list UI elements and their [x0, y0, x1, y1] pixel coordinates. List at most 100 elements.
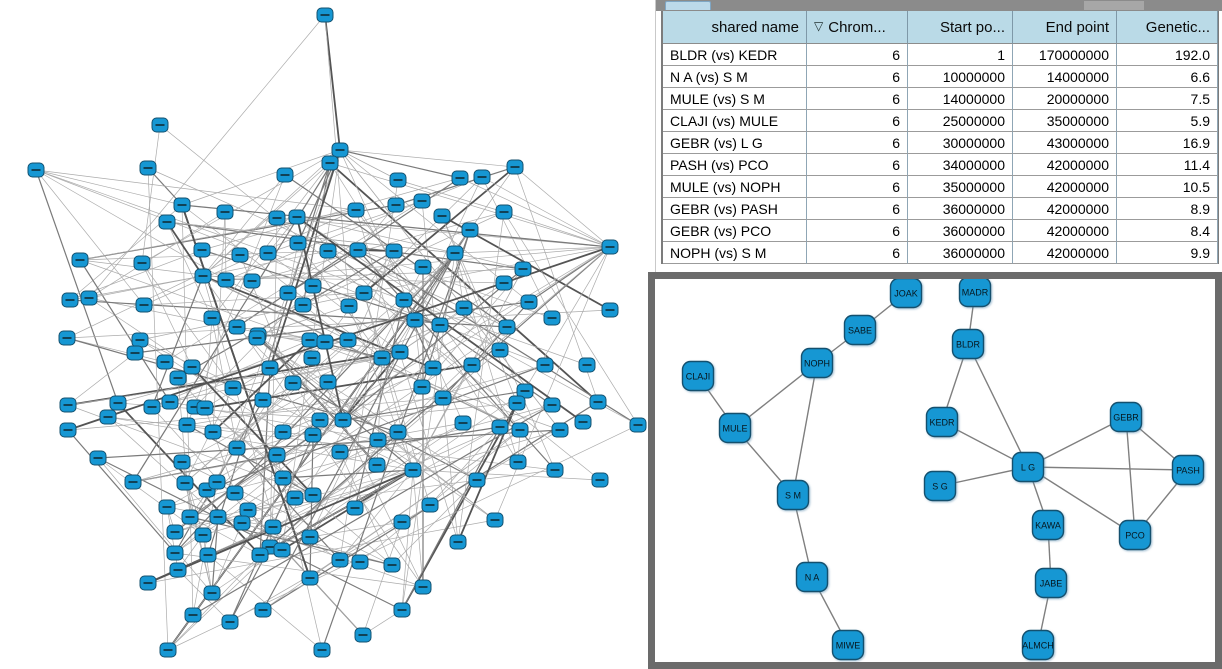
network-node-11[interactable]: [173, 197, 191, 213]
filter-icon[interactable]: ▽: [814, 19, 824, 33]
network-node-98[interactable]: [268, 447, 286, 463]
network-node-84[interactable]: [311, 412, 329, 428]
network-node-114[interactable]: [393, 514, 411, 530]
network-node-103[interactable]: [124, 474, 142, 490]
table-row[interactable]: CLAJI (vs) MULE 6 25000000 35000000 5.9: [663, 110, 1218, 132]
network-node-7[interactable]: [389, 172, 407, 188]
network-node-63[interactable]: [126, 345, 144, 361]
network-node-93[interactable]: [178, 417, 196, 433]
network-node-131[interactable]: [301, 570, 319, 586]
network-node-94[interactable]: [204, 424, 222, 440]
network-node-157[interactable]: [543, 397, 561, 413]
network-node-129[interactable]: [169, 562, 187, 578]
network-node-15[interactable]: [288, 209, 306, 225]
node-ALMCH[interactable]: ALMCH: [1021, 629, 1055, 661]
network-node-153[interactable]: [498, 319, 516, 335]
network-node-4[interactable]: [331, 142, 349, 158]
network-node-133[interactable]: [139, 575, 157, 591]
node-MADR[interactable]: MADR: [958, 279, 992, 308]
network-node-137[interactable]: [254, 602, 272, 618]
network-node-89[interactable]: [389, 424, 407, 440]
network-node-158[interactable]: [589, 394, 607, 410]
network-node-99[interactable]: [331, 444, 349, 460]
column-header-genetic[interactable]: Genetic...: [1117, 11, 1218, 44]
node-KAWA[interactable]: KAWA: [1031, 509, 1065, 541]
network-node-64[interactable]: [156, 354, 174, 370]
network-node-13[interactable]: [158, 214, 176, 230]
network-node-71[interactable]: [169, 370, 187, 386]
node-PCO[interactable]: PCO: [1118, 519, 1152, 551]
network-node-155[interactable]: [516, 383, 534, 399]
network-node-3[interactable]: [139, 160, 157, 176]
network-node-80[interactable]: [161, 394, 179, 410]
network-edge-BLDR-L G[interactable]: [967, 343, 1029, 468]
network-node-14[interactable]: [268, 210, 286, 226]
network-node-40[interactable]: [243, 273, 261, 289]
network-node-75[interactable]: [434, 390, 452, 406]
network-node-26[interactable]: [259, 245, 277, 261]
network-node-127[interactable]: [383, 557, 401, 573]
network-node-109[interactable]: [286, 490, 304, 506]
network-node-77[interactable]: [59, 397, 77, 413]
network-node-6[interactable]: [276, 167, 294, 183]
network-node-28[interactable]: [349, 242, 367, 258]
network-node-42[interactable]: [304, 278, 322, 294]
column-header-end-point[interactable]: End point: [1013, 11, 1117, 44]
network-node-9[interactable]: [473, 169, 491, 185]
network-node-145[interactable]: [629, 417, 647, 433]
network-node-119[interactable]: [301, 529, 319, 545]
node-MIWE[interactable]: MIWE: [831, 629, 865, 661]
network-node-143[interactable]: [551, 422, 569, 438]
network-node-149[interactable]: [491, 342, 509, 358]
network-node-134[interactable]: [203, 585, 221, 601]
network-node-37[interactable]: [135, 297, 153, 313]
network-node-32[interactable]: [514, 261, 532, 277]
network-node-95[interactable]: [228, 440, 246, 456]
network-node-70[interactable]: [463, 357, 481, 373]
node-GEBR[interactable]: GEBR: [1109, 401, 1143, 433]
network-node-126[interactable]: [351, 554, 369, 570]
network-node-38[interactable]: [194, 268, 212, 284]
node-BLDR[interactable]: BLDR: [951, 328, 985, 360]
node-MULE[interactable]: MULE: [718, 412, 752, 444]
network-node-50[interactable]: [495, 275, 513, 291]
network-node-52[interactable]: [543, 310, 561, 326]
network-node-110[interactable]: [304, 487, 322, 503]
network-node-23[interactable]: [289, 235, 307, 251]
network-node-5[interactable]: [321, 155, 339, 171]
network-node-106[interactable]: [208, 474, 226, 490]
network-node-0[interactable]: [316, 7, 334, 23]
network-node-17[interactable]: [387, 197, 405, 213]
network-node-136[interactable]: [221, 614, 239, 630]
node-S G[interactable]: S G: [923, 470, 957, 502]
network-node-147[interactable]: [511, 422, 529, 438]
network-node-53[interactable]: [203, 310, 221, 326]
network-node-111[interactable]: [158, 499, 176, 515]
network-node-41[interactable]: [279, 285, 297, 301]
network-node-68[interactable]: [373, 350, 391, 366]
network-node-2[interactable]: [27, 162, 45, 178]
table-row[interactable]: GEBR (vs) PASH 6 36000000 42000000 8.9: [663, 198, 1218, 220]
network-node-92[interactable]: [99, 409, 117, 425]
table-row[interactable]: BLDR (vs) KEDR 6 1 170000000 192.0: [663, 44, 1218, 66]
network-node-146[interactable]: [591, 472, 609, 488]
column-header-start-position[interactable]: Start po...: [908, 11, 1013, 44]
network-node-115[interactable]: [181, 509, 199, 525]
network-node-160[interactable]: [491, 419, 509, 435]
network-node-61[interactable]: [339, 332, 357, 348]
network-node-35[interactable]: [61, 292, 79, 308]
node-CLAJI[interactable]: CLAJI: [681, 360, 715, 392]
table-row[interactable]: N A (vs) S M 6 10000000 14000000 6.6: [663, 66, 1218, 88]
network-node-54[interactable]: [228, 319, 246, 335]
network-node-1[interactable]: [151, 117, 169, 133]
network-node-135[interactable]: [184, 607, 202, 623]
sub-network-svg[interactable]: JOAK SABE NOPH CLAJI MULE S M N A MIWE MADR BLDR K…: [655, 279, 1215, 662]
node-SABE[interactable]: SABE: [843, 314, 877, 346]
network-node-46[interactable]: [395, 292, 413, 308]
network-node-73[interactable]: [319, 374, 337, 390]
network-node-72[interactable]: [284, 375, 302, 391]
network-node-118[interactable]: [264, 519, 282, 535]
network-node-121[interactable]: [194, 527, 212, 543]
network-node-124[interactable]: [251, 547, 269, 563]
column-header-shared-name[interactable]: shared name: [663, 11, 807, 44]
